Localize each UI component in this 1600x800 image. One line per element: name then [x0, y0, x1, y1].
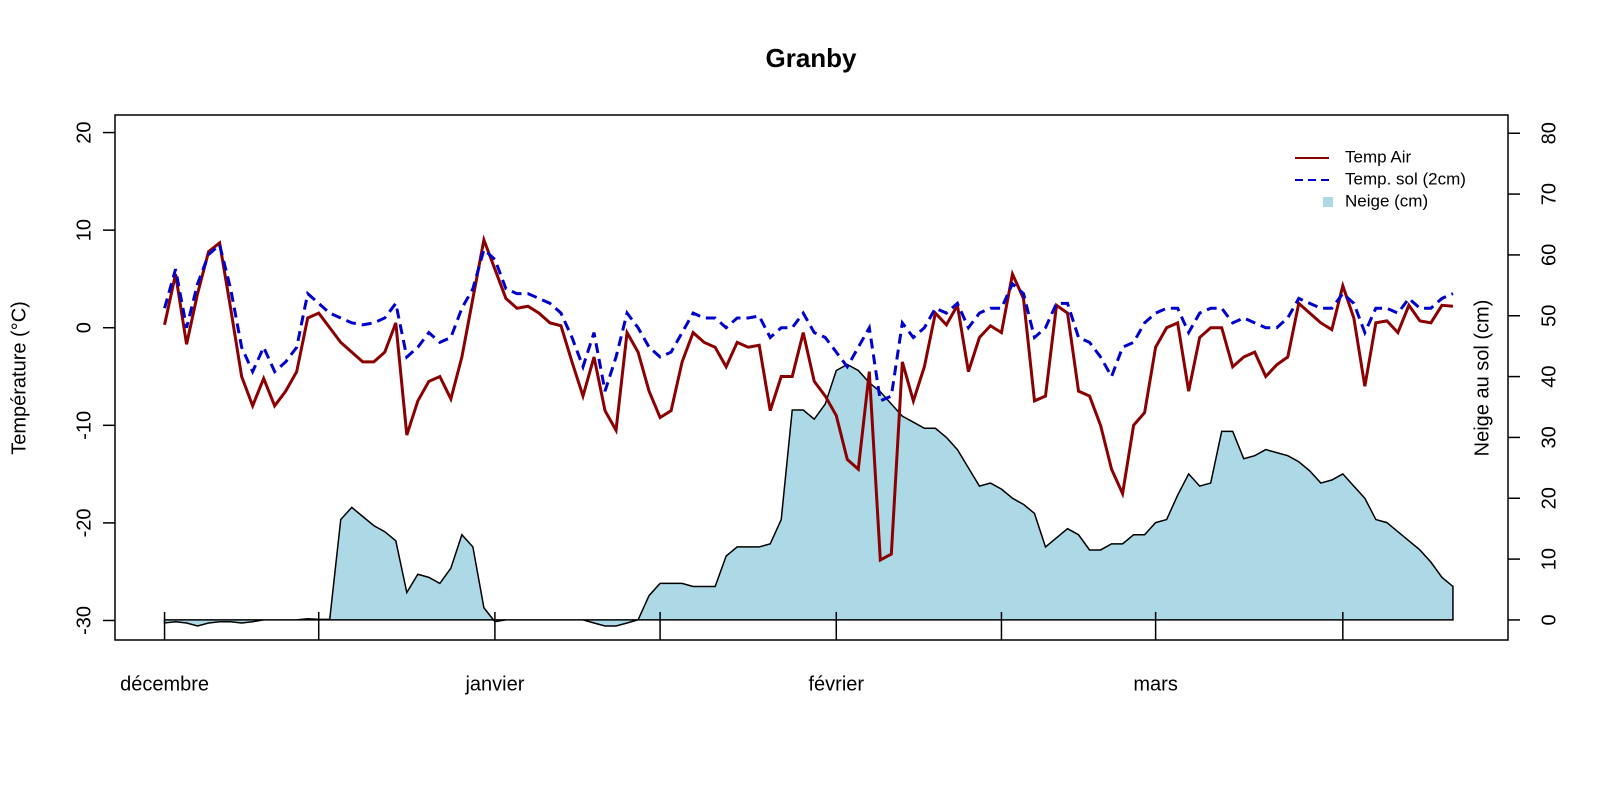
x-tick-label: mars — [1133, 673, 1177, 695]
y2-axis-label: Neige au sol (cm) — [1471, 300, 1493, 457]
y2-tick-label: 10 — [1538, 548, 1560, 570]
legend-label: Temp Air — [1345, 147, 1411, 166]
y2-tick-label: 60 — [1538, 244, 1560, 266]
temperature-line — [163, 234, 1454, 563]
y2-tick-label: 70 — [1538, 183, 1560, 205]
y-tick-label: -20 — [73, 508, 95, 537]
y2-tick-label: 80 — [1538, 122, 1560, 144]
y-axis-label: Température (°C) — [8, 301, 30, 455]
y2-tick-label: 50 — [1538, 305, 1560, 327]
legend-swatch — [1323, 197, 1333, 207]
y2-tick-label: 40 — [1538, 365, 1560, 387]
y-tick-label: 0 — [73, 322, 95, 333]
x-tick-label: janvier — [464, 673, 524, 695]
legend-label: Neige (cm) — [1345, 191, 1428, 210]
plot-frame — [114, 114, 1509, 641]
y-tick-label: -10 — [73, 411, 95, 440]
y-tick-label: -30 — [73, 606, 95, 635]
snow-area — [163, 363, 1454, 627]
y-tick-label: 10 — [73, 219, 95, 241]
y2-tick-label: 0 — [1538, 614, 1560, 625]
x-tick-label: décembre — [120, 673, 209, 695]
y2-tick-label: 20 — [1538, 487, 1560, 509]
chart-title: Granby — [765, 43, 857, 73]
x-tick-label: février — [808, 673, 864, 695]
y2-tick-label: 30 — [1538, 426, 1560, 448]
y-tick-label: 20 — [73, 121, 95, 143]
temperature-line — [163, 242, 1454, 404]
legend-label: Temp. sol (2cm) — [1345, 169, 1466, 188]
